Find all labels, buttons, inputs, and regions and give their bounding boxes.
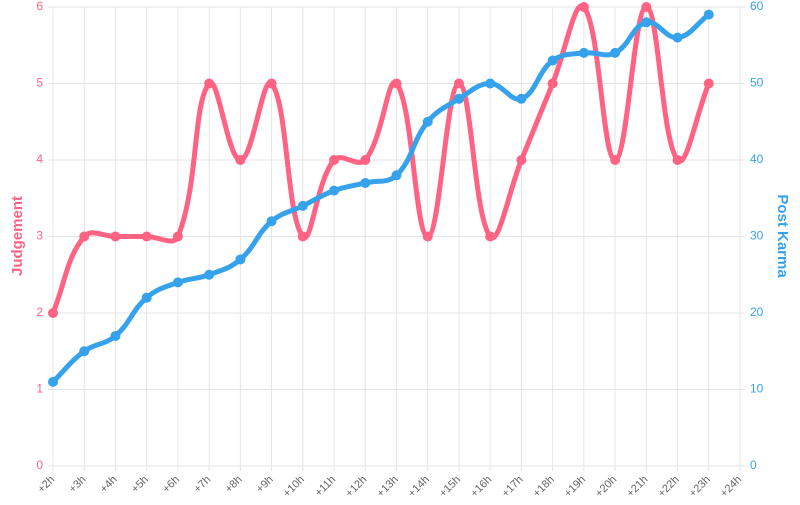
x-tick-label: +9h — [254, 474, 276, 496]
data-point — [422, 231, 433, 242]
x-tick-label: +6h — [160, 474, 182, 496]
data-point — [48, 308, 58, 318]
data-point — [547, 55, 558, 66]
data-point — [204, 78, 215, 89]
data-point — [672, 155, 683, 165]
series-line — [51, 12, 711, 384]
data-point — [204, 269, 215, 280]
data-point — [578, 2, 589, 12]
data-point — [485, 231, 496, 242]
y2-axis-title: Post Karma — [774, 194, 791, 278]
data-point — [485, 78, 496, 89]
x-tick-label: +22h — [656, 474, 682, 500]
data-point — [672, 32, 683, 43]
data-point — [360, 155, 371, 165]
data-point — [703, 78, 714, 89]
y2-tick-label: 20 — [750, 305, 764, 319]
data-point — [297, 200, 308, 211]
data-point — [453, 93, 464, 104]
x-tick-label: +4h — [98, 474, 120, 496]
data-point — [391, 78, 402, 89]
x-tick-label: +19h — [562, 474, 588, 500]
data-point — [516, 155, 527, 165]
y2-tick-label: 10 — [750, 382, 764, 396]
x-tick-label: +14h — [406, 474, 432, 500]
x-tick-label: +10h — [281, 474, 307, 500]
y-tick-label: 2 — [36, 305, 43, 319]
x-tick-label: +20h — [593, 474, 619, 500]
x-tick-label: +24h — [718, 474, 744, 500]
data-point — [516, 93, 527, 104]
data-point — [235, 155, 246, 165]
data-point — [79, 346, 90, 357]
data-point — [172, 231, 183, 242]
x-tick-label: +7h — [192, 474, 214, 496]
data-point — [266, 216, 277, 227]
y2-tick-label: 60 — [750, 0, 764, 13]
data-point — [610, 155, 621, 165]
data-point — [703, 9, 714, 20]
data-point — [141, 231, 152, 242]
y-tick-label: 5 — [36, 76, 43, 90]
y-tick-label: 0 — [36, 458, 43, 472]
y-tick-label: 4 — [36, 152, 43, 166]
y-tick-label: 6 — [36, 0, 43, 13]
y-tick-label: 1 — [36, 382, 43, 396]
x-tick-label: +21h — [624, 474, 650, 500]
x-tick-label: +23h — [687, 474, 713, 500]
y2-tick-label: 40 — [750, 152, 764, 166]
x-tick-label: +12h — [343, 474, 369, 500]
y2-tick-label: 0 — [750, 458, 757, 472]
data-point — [79, 231, 90, 242]
data-point — [329, 185, 340, 196]
data-point — [453, 78, 464, 89]
data-point — [297, 231, 308, 242]
y-axis-title: Judgement — [9, 196, 26, 276]
data-point — [110, 231, 121, 242]
data-point — [172, 277, 183, 288]
data-point — [422, 116, 433, 127]
y2-tick-label: 50 — [750, 76, 764, 90]
data-point — [48, 376, 58, 387]
y2-tick-label: 30 — [750, 229, 764, 243]
data-point — [641, 2, 652, 12]
data-point — [360, 177, 371, 188]
x-tick-label: +11h — [313, 474, 338, 499]
data-point — [141, 292, 152, 303]
data-point — [391, 170, 402, 181]
data-point — [547, 78, 558, 89]
y-tick-label: 3 — [36, 229, 43, 243]
data-point — [110, 330, 121, 341]
x-tick-label: +15h — [437, 474, 463, 500]
data-point — [235, 254, 246, 265]
x-tick-label: +16h — [468, 474, 494, 500]
x-tick-label: +18h — [531, 474, 557, 500]
x-tick-label: +8h — [223, 474, 245, 496]
x-tick-label: +5h — [129, 474, 151, 496]
x-tick-label: +2h — [35, 474, 57, 496]
data-point — [329, 155, 340, 165]
x-tick-label: +17h — [500, 474, 526, 500]
data-point — [578, 47, 589, 58]
x-tick-label: +13h — [375, 474, 401, 500]
data-point — [610, 47, 621, 58]
data-point — [266, 78, 277, 89]
data-point — [641, 17, 652, 28]
x-tick-label: +3h — [67, 474, 89, 496]
